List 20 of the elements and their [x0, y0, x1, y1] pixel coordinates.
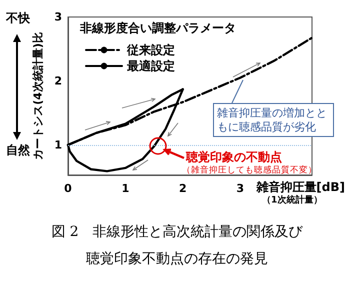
- y-axis-title: カートシス(4次統計量)比: [31, 32, 44, 160]
- text: 聴覚印象不動点の存在の発見: [86, 251, 268, 267]
- annotation: 雑音抑圧量の増加とともに聴感品質が劣化: [217, 106, 327, 134]
- legend-label: 最適設定: [126, 59, 175, 73]
- text: 自然: [6, 143, 31, 157]
- text: （1次統計量）: [262, 194, 322, 206]
- x-tick-label: 0: [64, 182, 72, 195]
- y-tick-label: 1: [54, 138, 62, 152]
- x-tick-label: 3: [236, 182, 244, 195]
- legend-title: 非線形度合い調整パラメータ: [79, 21, 236, 35]
- x-tick-label: 1: [122, 182, 130, 195]
- y-tick-label: 2: [54, 74, 62, 88]
- caption: 図 2 非線形性と高次統計量の関係及び: [51, 224, 304, 240]
- x-tick-label: 2: [178, 182, 187, 195]
- legend-label: 従来設定: [126, 43, 175, 57]
- annotation: （雑音抑圧しても聴感品質不変）: [182, 164, 317, 176]
- x-axis-title: 雑音抑圧量[dB]: [255, 180, 345, 194]
- text: 不快: [5, 11, 31, 25]
- annotation: 聴覚印象の不動点: [185, 150, 282, 164]
- y-tick-label: 3: [54, 10, 62, 24]
